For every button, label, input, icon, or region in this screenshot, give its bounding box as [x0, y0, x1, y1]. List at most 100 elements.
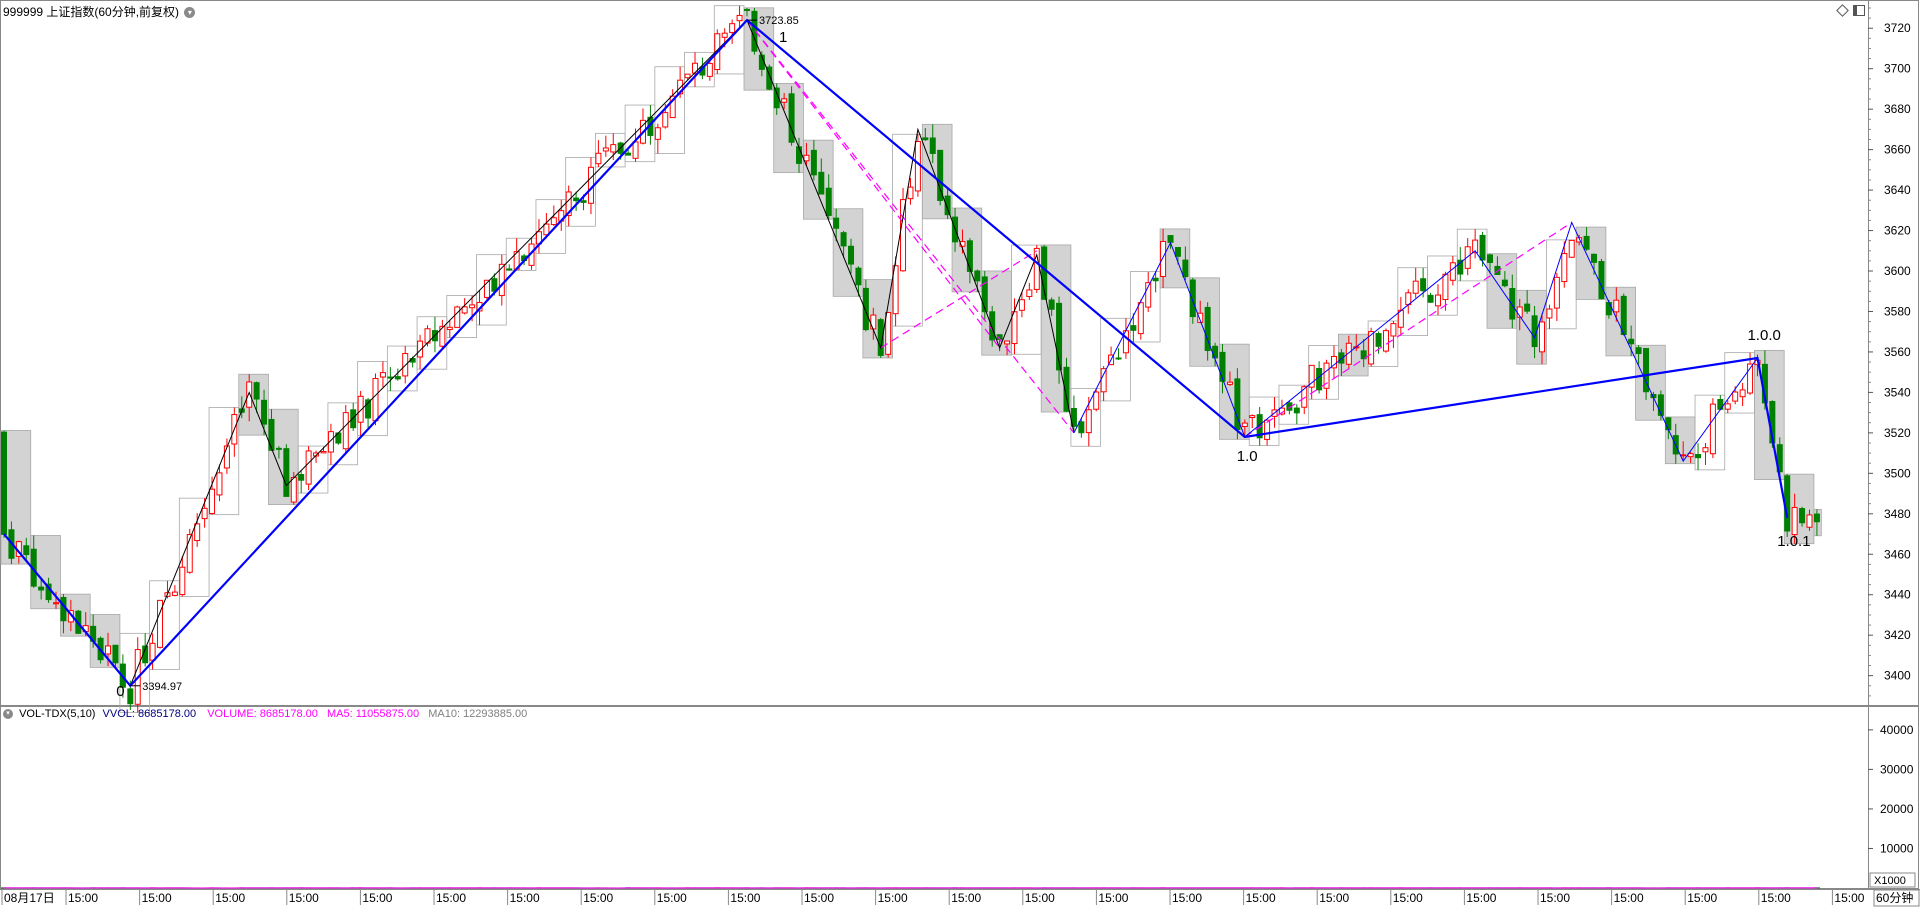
candle-down — [841, 233, 846, 246]
candle-down — [262, 400, 267, 424]
time-tick-label: 15:00 — [1614, 891, 1644, 905]
candle-down — [351, 410, 356, 428]
candle-up — [737, 15, 742, 20]
candle-up — [291, 477, 296, 502]
candle-down — [1606, 303, 1611, 315]
candle-up — [663, 113, 668, 127]
time-tick-label: 15:00 — [730, 891, 760, 905]
candle-up — [1792, 508, 1797, 535]
candle-down — [1131, 326, 1136, 331]
ma10-label: MA10: — [428, 708, 460, 720]
candle-up — [343, 413, 348, 449]
candle-up — [1450, 263, 1455, 280]
candle-up — [915, 141, 920, 190]
candle-up — [1540, 322, 1545, 352]
volume-indicator-name: VOL-TDX(5,10) — [19, 708, 95, 720]
candle-up — [730, 24, 735, 33]
time-tick-label: 15:00 — [1025, 891, 1055, 905]
candle-down — [967, 241, 972, 272]
candle-down — [811, 150, 816, 174]
candle-down — [1421, 279, 1426, 291]
price-tick-label: 3520 — [1884, 426, 1911, 440]
time-tick-label: 15:00 — [1761, 891, 1791, 905]
candle-up — [247, 382, 252, 407]
chart-header: 999999 上证指数(60分钟,前复权) ▾ — [3, 3, 195, 20]
candle-up — [1807, 515, 1812, 527]
candle-down — [1213, 346, 1218, 358]
wave-label: 1 — [779, 29, 787, 46]
candle-down — [581, 201, 586, 203]
candle-up — [1101, 369, 1106, 392]
candle-up — [54, 603, 59, 604]
candle-down — [1294, 408, 1299, 413]
volume-tick-label: 20000 — [1880, 802, 1914, 816]
candle-down — [975, 271, 980, 281]
candle-down — [269, 419, 274, 450]
price-tick-label: 3540 — [1884, 385, 1911, 399]
candle-up — [1227, 382, 1232, 384]
price-tick-label: 3460 — [1884, 547, 1911, 561]
candle-up — [1569, 240, 1574, 257]
chevron-down-icon[interactable]: ▾ — [184, 7, 195, 18]
candle-up — [321, 452, 326, 453]
candle-down — [1800, 509, 1805, 523]
candle-up — [603, 148, 608, 151]
candle-down — [128, 689, 133, 704]
time-tick-label: 15:00 — [289, 891, 319, 905]
candle-up — [1138, 303, 1143, 334]
candle-up — [1725, 404, 1730, 409]
candle-down — [1428, 295, 1433, 302]
high-value-label: 3723.85 — [759, 15, 799, 27]
price-tick-label: 3700 — [1884, 62, 1911, 76]
candle-up — [1019, 300, 1024, 311]
ma5-label: MA5: — [327, 708, 353, 720]
time-tick-label: 15:00 — [583, 891, 613, 905]
candle-up — [1413, 281, 1418, 293]
time-tick-label: 15:00 — [951, 891, 981, 905]
volume-tick-label: 40000 — [1880, 723, 1914, 737]
price-tick-label: 3500 — [1884, 466, 1911, 480]
period-label: 60分钟 — [1876, 890, 1913, 905]
candle-up — [804, 155, 809, 161]
candle-down — [507, 269, 512, 270]
volume-label: VOLUME: — [207, 708, 257, 720]
candle-up — [886, 313, 891, 355]
candle-down — [1502, 280, 1507, 286]
candle-down — [1814, 514, 1819, 522]
candle-up — [217, 473, 222, 495]
vvol-label: VVOL: — [103, 708, 135, 720]
candle-up — [224, 446, 229, 468]
candle-up — [210, 489, 215, 513]
candle-down — [1525, 304, 1530, 311]
candle-down — [1116, 358, 1121, 359]
panel-toggle-icon[interactable] — [1853, 5, 1865, 16]
candle-up — [1086, 410, 1091, 433]
candle-up — [1733, 392, 1738, 401]
wave-label: 0 — [116, 683, 124, 700]
time-tick-label: 15:00 — [878, 891, 908, 905]
price-tick-label: 3560 — [1884, 345, 1911, 359]
candle-down — [254, 383, 259, 399]
candle-down — [1488, 255, 1493, 263]
time-tick-label: 08月17日 — [4, 891, 55, 905]
time-axis: 08月17日 15:00 15:00 15:00 15:00 15:00 15:00 15:0… — [0, 889, 1920, 905]
candle-up — [106, 646, 111, 654]
candle-down — [113, 645, 118, 663]
time-tick-label: 15:00 — [362, 891, 392, 905]
candle-down — [1183, 260, 1188, 277]
candle-down — [299, 475, 304, 481]
volume-pane-frame — [1, 707, 1919, 889]
candle-down — [1599, 262, 1604, 299]
candle-down — [1153, 278, 1158, 280]
candle-down — [388, 377, 393, 378]
candle-up — [1383, 331, 1388, 351]
time-tick-label: 15:00 — [1687, 891, 1717, 905]
chevron-down-icon[interactable]: ▾ — [3, 709, 13, 719]
candle-up — [306, 451, 311, 484]
candle-up — [1562, 254, 1567, 282]
price-tick-label: 3580 — [1884, 304, 1911, 318]
candle-up — [544, 224, 549, 235]
time-tick-label: 15:00 — [1172, 891, 1202, 905]
